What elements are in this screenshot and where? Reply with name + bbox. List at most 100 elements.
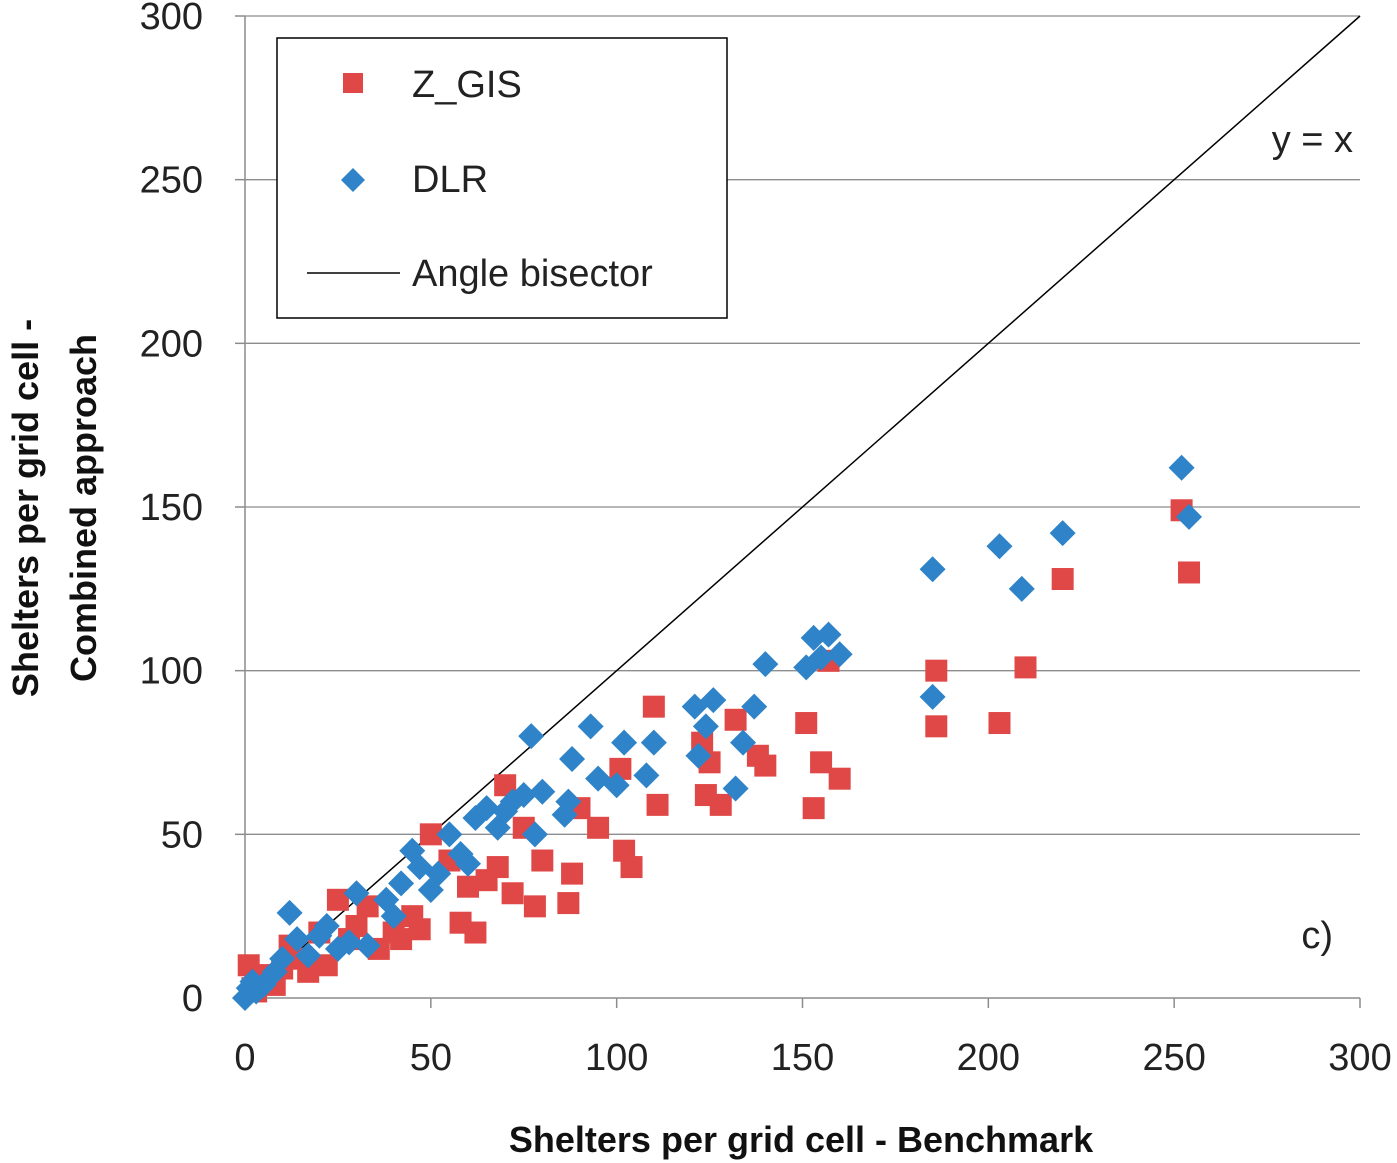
- dlr-point: [510, 782, 537, 809]
- dlr-point: [577, 713, 604, 740]
- z-gis-point: [408, 918, 431, 941]
- dlr-point: [685, 742, 712, 769]
- x-tick-label-200: 200: [957, 1037, 1020, 1079]
- y-axis-title-line1: Shelters per grid cell -: [5, 319, 46, 697]
- z-gis-point: [795, 712, 818, 735]
- dlr-point: [276, 899, 303, 926]
- dlr-point: [473, 795, 500, 822]
- z-gis-point: [828, 767, 851, 790]
- bisector-annotation: y = x: [1272, 119, 1353, 161]
- z-gis-point: [620, 856, 643, 879]
- z-gis-point: [297, 960, 320, 983]
- dlr-point: [815, 621, 842, 648]
- z-gis-point: [802, 797, 825, 820]
- dlr-point: [603, 772, 630, 799]
- dlr-point: [269, 945, 296, 972]
- legend-z-gis-marker: [343, 73, 363, 93]
- z-gis-point: [523, 895, 546, 918]
- z-gis-point: [501, 882, 524, 905]
- dlr-point: [722, 775, 749, 802]
- x-tick-label-50: 50: [410, 1037, 452, 1079]
- y-tick-label-100: 100: [140, 651, 203, 693]
- z-gis-point: [457, 875, 479, 898]
- dlr-point: [692, 713, 719, 740]
- legend-bisector-label: Angle bisector: [412, 253, 653, 295]
- z-gis-point: [724, 708, 747, 731]
- x-tick-label-300: 300: [1328, 1037, 1391, 1079]
- y-tick-label-0: 0: [182, 978, 203, 1020]
- dlr-point: [808, 644, 835, 671]
- z-gis-point: [464, 921, 487, 944]
- dlr-point: [1168, 454, 1195, 481]
- dlr-point: [521, 821, 548, 848]
- z-gis-point: [810, 751, 833, 774]
- z-gis-point: [419, 823, 442, 846]
- dlr-point: [919, 683, 946, 710]
- dlr-point: [425, 860, 452, 887]
- dlr-point: [730, 729, 757, 756]
- z-gis-point: [561, 862, 584, 885]
- dlr-point: [1176, 503, 1203, 530]
- dlr-point: [919, 556, 946, 583]
- x-tick-label-250: 250: [1142, 1037, 1205, 1079]
- dlr-point: [388, 870, 415, 897]
- z-gis-point: [587, 816, 610, 839]
- y-axis-title-line2: Combined approach: [63, 334, 104, 682]
- y-tick-label-50: 50: [161, 814, 203, 856]
- dlr-point: [492, 798, 519, 825]
- dlr-point: [826, 641, 853, 668]
- z-gis-point: [646, 793, 669, 816]
- z-gis-point: [925, 659, 948, 682]
- x-tick-label-100: 100: [585, 1037, 648, 1079]
- z-gis-point: [1178, 561, 1201, 584]
- panel-label: c): [1301, 915, 1333, 957]
- dlr-point: [284, 926, 311, 953]
- tick-labels: 0 50 100 150 200 250 300 0 50 100 150 200 250 300: [140, 0, 1392, 1079]
- dlr-point: [336, 929, 363, 956]
- x-tick-label-0: 0: [234, 1037, 255, 1079]
- x-tick-label-150: 150: [771, 1037, 834, 1079]
- z-gis-point: [315, 954, 338, 977]
- dlr-point: [640, 729, 667, 756]
- z-gis-point: [1014, 656, 1037, 679]
- dlr-point: [986, 533, 1013, 560]
- series-z-gis: [237, 499, 1201, 1003]
- z-gis-point: [390, 928, 413, 951]
- dlr-point: [1008, 575, 1035, 602]
- dlr-point: [741, 693, 768, 720]
- dlr-point: [313, 912, 340, 939]
- z-gis-point: [988, 712, 1011, 735]
- dlr-point: [380, 903, 407, 930]
- y-tick-label-300: 300: [140, 0, 203, 38]
- z-gis-point: [754, 754, 777, 777]
- dlr-point: [611, 729, 638, 756]
- z-gis-point: [925, 715, 948, 738]
- dlr-point: [1049, 520, 1076, 547]
- z-gis-point: [642, 695, 665, 718]
- y-tick-label-200: 200: [140, 323, 203, 365]
- dlr-point: [354, 932, 381, 959]
- dlr-point: [455, 850, 481, 877]
- y-tick-label-250: 250: [140, 160, 203, 202]
- x-axis-title: Shelters per grid cell - Benchmark: [509, 1119, 1094, 1160]
- dlr-point: [633, 762, 660, 789]
- axes: [235, 15, 1361, 1008]
- dlr-point: [555, 788, 582, 815]
- legend-dlr-marker: [341, 168, 365, 192]
- dlr-point: [559, 746, 586, 773]
- dlr-point: [343, 880, 370, 907]
- z-gis-point: [709, 793, 732, 816]
- legend-dlr-label: DLR: [412, 159, 488, 201]
- legend: Z_GIS DLR Angle bisector: [276, 37, 728, 319]
- dlr-point: [752, 651, 779, 678]
- dlr-point: [518, 723, 545, 750]
- dlr-point: [700, 687, 727, 714]
- z-gis-point: [557, 892, 580, 915]
- series-dlr: [232, 454, 1203, 1011]
- z-gis-point: [486, 856, 509, 879]
- dlr-point: [295, 942, 322, 969]
- z-gis-point: [356, 895, 379, 918]
- z-gis-point: [1051, 568, 1074, 591]
- dlr-point: [529, 778, 556, 805]
